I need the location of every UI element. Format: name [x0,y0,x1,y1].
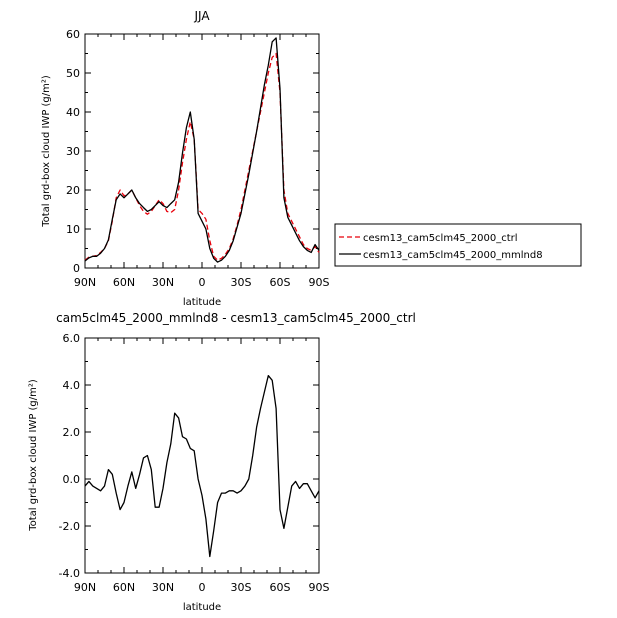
top-x-axis-label: latitude [183,297,221,308]
legend-label-mmlnd8: cesm13_cam5clm45_2000_mmlnd8 [363,250,543,261]
top-y-tick-label: 20 [66,184,80,197]
top-x-tick-label: 30S [231,276,252,289]
top-x-tick-label: 0 [199,276,206,289]
top-chart-panel: JJA 90N 60N 30N 0 30S 60S 90S 0 10 20 30 40 50 60 lat… [41,9,582,308]
bottom-x-tick-label: 90S [309,581,330,594]
bottom-x-axis-label: latitude [183,602,221,613]
legend-label-ctrl: cesm13_cam5clm45_2000_ctrl [363,233,518,244]
top-x-tick-label: 30N [152,276,174,289]
bottom-x-tick-label: 60N [113,581,135,594]
bottom-x-tick-label: 30N [152,581,174,594]
top-y-tick-label: 10 [66,223,80,236]
top-x-tick-label: 90S [309,276,330,289]
legend-box [334,223,582,267]
bottom-x-tick-label: 0 [199,581,206,594]
bottom-y-axis-label: Total grd-box cloud IWP (g/m²) [28,379,39,532]
top-y-tick-label: 50 [66,67,80,80]
bottom-series-lines [84,374,320,558]
top-series-lines [84,37,320,263]
bottom-plot-frame [84,337,320,574]
bottom-y-tick-label: 4.0 [63,379,81,392]
bottom-x-tick-label: 30S [231,581,252,594]
top-series-line-1 [84,37,320,263]
bottom-axis-ticks: 90N 60N 30N 0 30S 60S 90S -4.0 -2.0 0.0 2.0 4.0 6.0 [59,332,330,594]
top-x-tick-label: 60N [113,276,135,289]
legend: cesm13_cam5clm45_2000_ctrl cesm13_cam5cl… [334,223,582,267]
bottom-y-tick-label: -2.0 [59,520,80,533]
bottom-y-tick-label: 2.0 [63,426,81,439]
bottom-y-tick-label: 6.0 [63,332,81,345]
top-plot-frame [84,33,320,269]
bottom-y-tick-label: 0.0 [63,473,81,486]
bottom-series-line-0 [84,374,320,558]
bottom-x-tick-label: 90N [74,581,96,594]
top-y-tick-label: 0 [73,262,80,275]
bottom-chart-panel: cam5clm45_2000_mmlnd8 - cesm13_cam5clm45… [28,311,416,613]
top-series-line-0 [84,52,320,261]
top-y-axis-label: Total grd-box cloud IWP (g/m²) [41,75,52,228]
bottom-chart-title: cam5clm45_2000_mmlnd8 - cesm13_cam5clm45… [56,311,416,325]
top-y-tick-label: 40 [66,106,80,119]
top-axis-ticks: 90N 60N 30N 0 30S 60S 90S 0 10 20 30 40 50 60 [66,28,330,289]
top-y-tick-label: 30 [66,145,80,158]
top-x-tick-label: 90N [74,276,96,289]
top-x-tick-label: 60S [270,276,291,289]
bottom-y-tick-label: -4.0 [59,567,80,580]
bottom-x-tick-label: 60S [270,581,291,594]
top-y-tick-label: 60 [66,28,80,41]
top-chart-title: JJA [193,9,210,23]
